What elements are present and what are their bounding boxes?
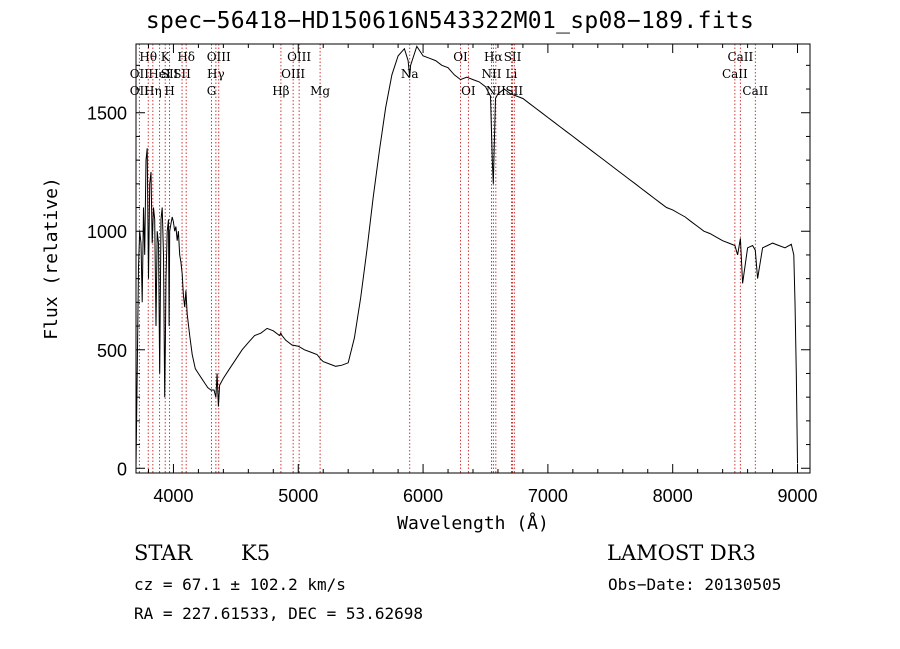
marker-label: K: [161, 50, 171, 64]
axes: 4000 5000 6000 7000 8000 9000 0 500 1000 1500 Wave…: [41, 43, 818, 534]
marker-label: Hγ: [207, 67, 225, 81]
y-tick-label: 1500: [87, 104, 127, 124]
marker-label: Hβ: [272, 84, 289, 98]
x-tick-label: 5000: [278, 486, 318, 506]
y-tick-label: 0: [117, 459, 127, 479]
marker-label: Li: [506, 67, 518, 81]
marker-label: CaII: [722, 67, 748, 81]
y-tick-label: 500: [97, 341, 127, 361]
marker-label: CaII: [742, 84, 768, 98]
marker-label: Na: [401, 67, 419, 81]
x-tick-label: 4000: [153, 486, 193, 506]
object-class: STAR: [134, 541, 193, 565]
x-tick-label: 9000: [777, 486, 817, 506]
spectrum-line: [135, 45, 798, 469]
marker-label: Hη: [144, 84, 162, 98]
marker-label: OII: [130, 67, 150, 81]
marker-label: OIII: [207, 50, 231, 64]
redshift-cz: cz = 67.1 ± 102.2 km/s: [134, 575, 346, 594]
marker-label: SII: [173, 67, 191, 81]
x-tick-label: 7000: [528, 486, 568, 506]
marker-label: Mg: [310, 84, 330, 98]
marker-label: OI: [461, 84, 476, 98]
y-tick-label: 1000: [87, 222, 127, 242]
x-tick-label: 8000: [653, 486, 693, 506]
marker-label: Hθ: [139, 50, 157, 64]
marker-label: NII: [481, 67, 501, 81]
obs-date: Obs−Date: 20130505: [608, 575, 782, 594]
marker-label: SII: [161, 67, 179, 81]
marker-label: OII: [130, 84, 150, 98]
marker-label: Hα: [484, 50, 503, 64]
object-subclass: K5: [241, 541, 271, 565]
x-axis-label: Wavelength (Å): [397, 512, 549, 534]
survey-label: LAMOST DR3: [607, 541, 756, 565]
marker-label: OIII: [287, 50, 311, 64]
y-axis-label: Flux (relative): [41, 177, 62, 340]
chart-title: spec−56418−HD150616N543322M01_sp08−189.f…: [145, 8, 755, 34]
marker-label: SII: [505, 84, 523, 98]
marker-label: SII: [504, 50, 522, 64]
coordinates: RA = 227.61533, DEC = 53.62698: [134, 604, 423, 623]
marker-label: Hδ: [177, 50, 195, 64]
marker-label: CaII: [727, 50, 753, 64]
marker-label: OI: [453, 50, 468, 64]
line-markers: [138, 44, 756, 473]
marker-label: H: [164, 84, 174, 98]
marker-label: G: [207, 84, 217, 98]
marker-label: OIII: [281, 67, 305, 81]
x-tick-label: 6000: [403, 486, 443, 506]
plot-frame: [135, 43, 811, 474]
marker-label: HeI: [148, 67, 171, 81]
marker-label: NII: [486, 84, 506, 98]
